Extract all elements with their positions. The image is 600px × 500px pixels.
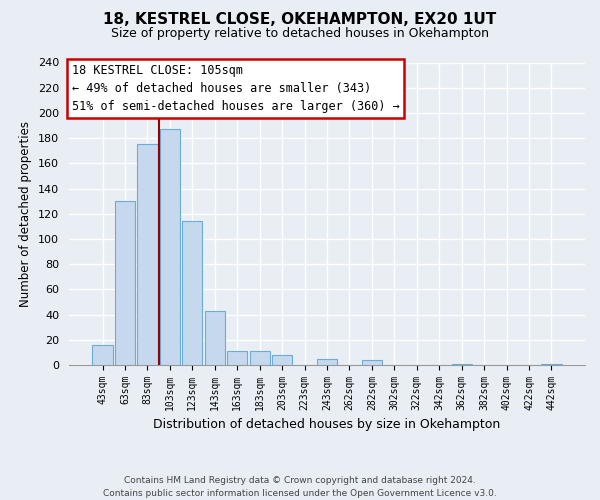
- Bar: [272, 355, 292, 365]
- Bar: [541, 364, 562, 365]
- Bar: [362, 360, 382, 365]
- Bar: [92, 345, 113, 365]
- Bar: [250, 351, 270, 365]
- Text: Size of property relative to detached houses in Okehampton: Size of property relative to detached ho…: [111, 28, 489, 40]
- Bar: [160, 130, 180, 365]
- Text: 18, KESTREL CLOSE, OKEHAMPTON, EX20 1UT: 18, KESTREL CLOSE, OKEHAMPTON, EX20 1UT: [103, 12, 497, 28]
- Bar: [227, 351, 247, 365]
- X-axis label: Distribution of detached houses by size in Okehampton: Distribution of detached houses by size …: [154, 418, 500, 432]
- Bar: [182, 222, 202, 365]
- Bar: [115, 201, 135, 365]
- Y-axis label: Number of detached properties: Number of detached properties: [19, 120, 32, 306]
- Bar: [317, 358, 337, 365]
- Bar: [137, 144, 158, 365]
- Bar: [205, 311, 225, 365]
- Text: 18 KESTREL CLOSE: 105sqm
← 49% of detached houses are smaller (343)
51% of semi-: 18 KESTREL CLOSE: 105sqm ← 49% of detach…: [71, 64, 400, 113]
- Bar: [452, 364, 472, 365]
- Text: Contains HM Land Registry data © Crown copyright and database right 2024.
Contai: Contains HM Land Registry data © Crown c…: [103, 476, 497, 498]
